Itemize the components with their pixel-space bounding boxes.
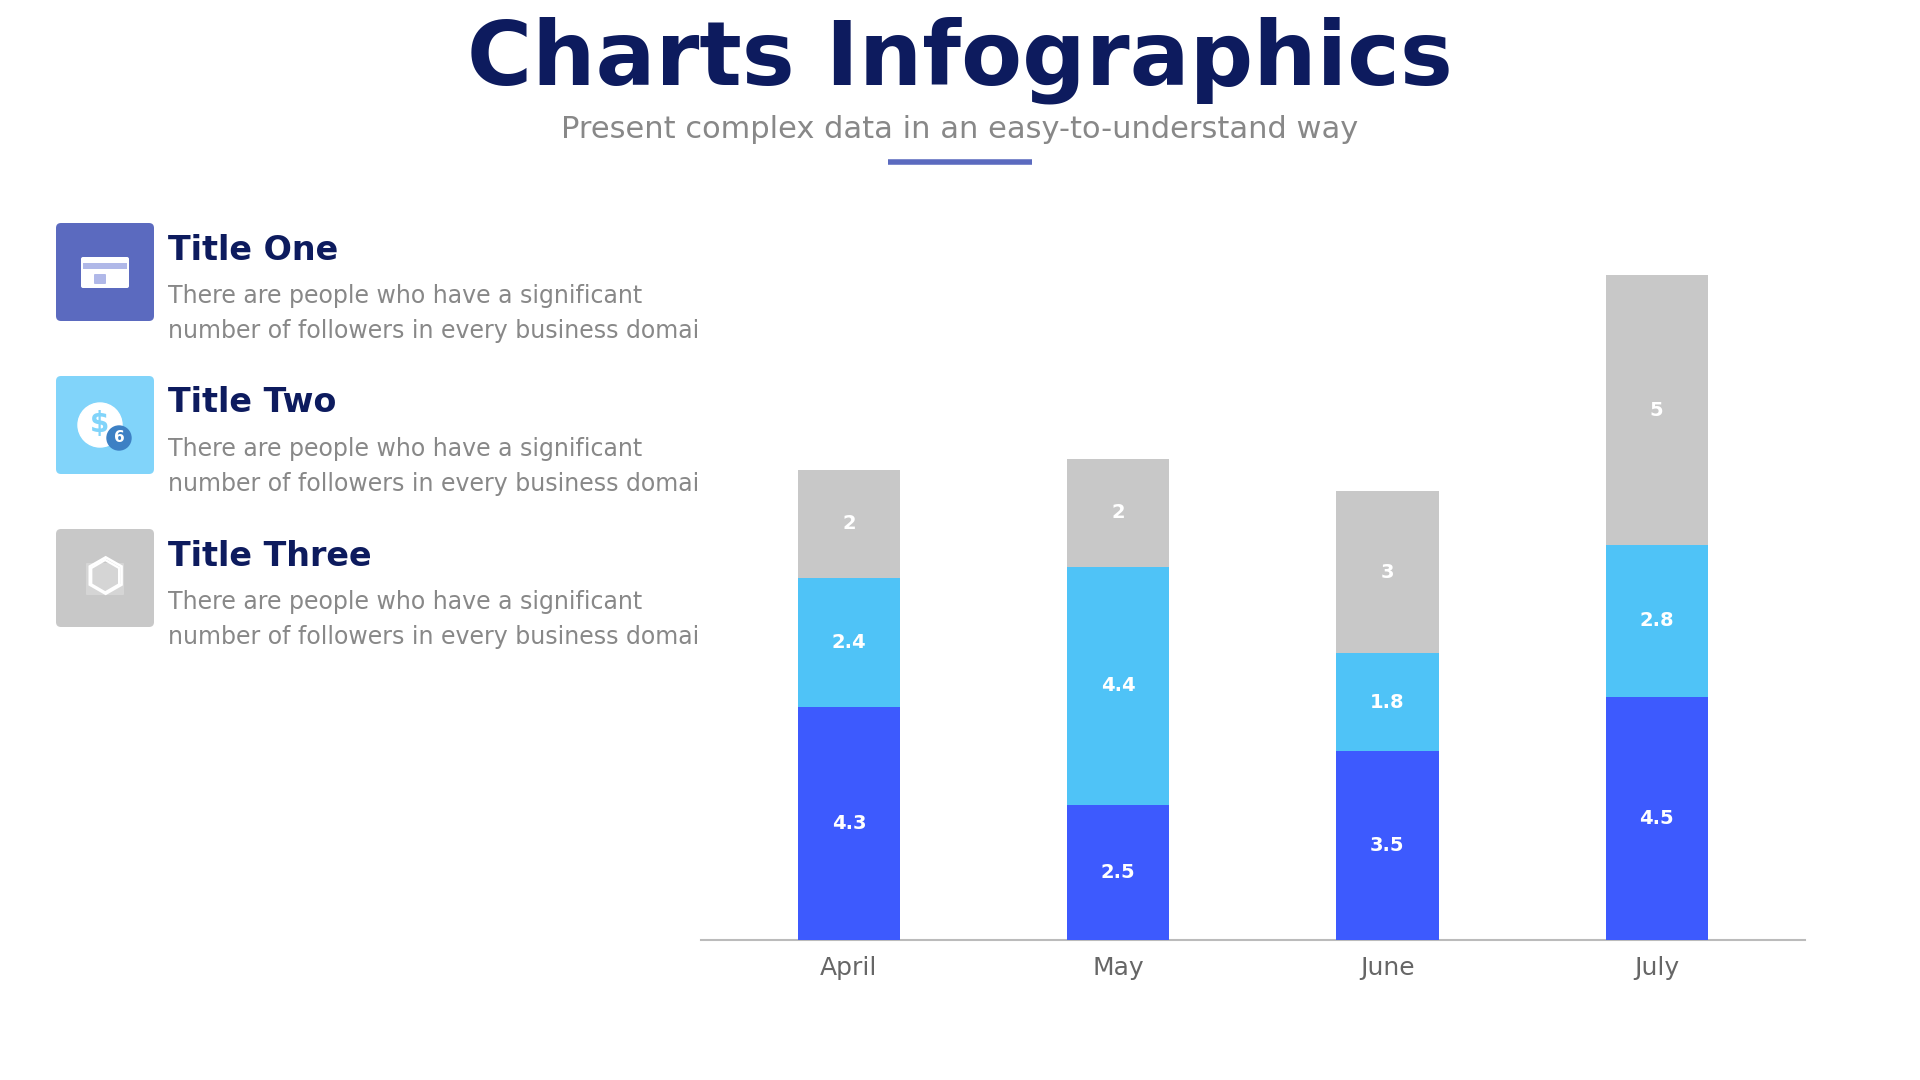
Bar bbox=[1336, 491, 1438, 653]
Text: ❑: ❑ bbox=[88, 557, 123, 595]
Text: $: $ bbox=[90, 410, 109, 438]
Circle shape bbox=[79, 403, 123, 447]
Text: Present complex data in an easy-to-understand way: Present complex data in an easy-to-under… bbox=[561, 116, 1359, 145]
Text: 5: 5 bbox=[1649, 401, 1663, 420]
FancyBboxPatch shape bbox=[81, 257, 129, 288]
Bar bbox=[1605, 275, 1709, 545]
Bar bbox=[1336, 653, 1438, 751]
Text: There are people who have a significant
number of followers in every business do: There are people who have a significant … bbox=[169, 284, 722, 343]
Text: 2: 2 bbox=[843, 514, 856, 534]
Bar bbox=[1068, 805, 1169, 940]
Text: 6: 6 bbox=[113, 431, 125, 445]
Text: 2.8: 2.8 bbox=[1640, 611, 1674, 631]
Bar bbox=[1336, 751, 1438, 940]
FancyBboxPatch shape bbox=[56, 376, 154, 474]
Text: 4.3: 4.3 bbox=[831, 814, 866, 833]
Text: There are people who have a significant
number of followers in every business do: There are people who have a significant … bbox=[169, 437, 722, 497]
Bar bbox=[1068, 567, 1169, 805]
Text: 2.4: 2.4 bbox=[831, 633, 866, 652]
Bar bbox=[1605, 697, 1709, 940]
Bar bbox=[1605, 545, 1709, 697]
Text: 3.5: 3.5 bbox=[1371, 836, 1405, 854]
Bar bbox=[797, 578, 900, 707]
Text: 4.5: 4.5 bbox=[1640, 809, 1674, 827]
Text: ⬡: ⬡ bbox=[86, 557, 123, 599]
Circle shape bbox=[108, 426, 131, 450]
FancyBboxPatch shape bbox=[94, 274, 106, 284]
Text: 3: 3 bbox=[1380, 563, 1394, 582]
Text: 1.8: 1.8 bbox=[1371, 692, 1405, 712]
Text: Charts Infographics: Charts Infographics bbox=[467, 16, 1453, 104]
Bar bbox=[1068, 459, 1169, 567]
FancyBboxPatch shape bbox=[56, 529, 154, 627]
Text: 4.4: 4.4 bbox=[1100, 676, 1135, 696]
Bar bbox=[797, 707, 900, 940]
Text: There are people who have a significant
number of followers in every business do: There are people who have a significant … bbox=[169, 590, 722, 649]
Bar bbox=[797, 470, 900, 578]
Text: 2: 2 bbox=[1112, 503, 1125, 523]
Text: 2.5: 2.5 bbox=[1100, 863, 1135, 881]
Text: Title Two: Title Two bbox=[169, 387, 336, 419]
Text: Title Three: Title Three bbox=[169, 540, 372, 572]
FancyBboxPatch shape bbox=[56, 222, 154, 321]
FancyBboxPatch shape bbox=[86, 563, 125, 595]
Text: Title One: Title One bbox=[169, 233, 338, 267]
Text: ⬡: ⬡ bbox=[84, 555, 125, 600]
FancyBboxPatch shape bbox=[83, 264, 127, 269]
